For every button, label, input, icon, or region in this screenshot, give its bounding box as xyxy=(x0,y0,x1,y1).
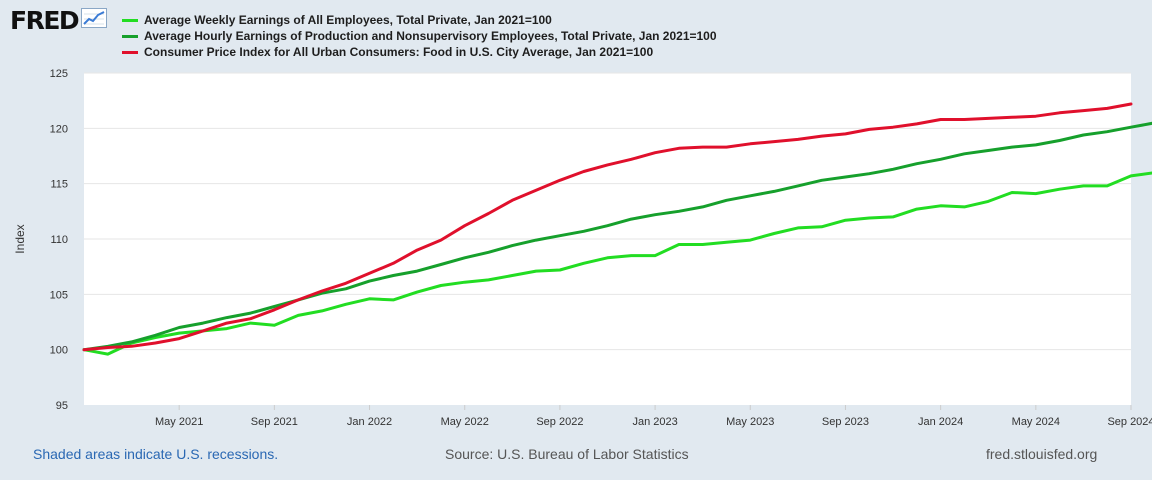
y-tick-label: 115 xyxy=(50,179,68,191)
x-tick-label: Jan 2022 xyxy=(347,416,392,428)
legend-item[interactable]: Average Weekly Earnings of All Employees… xyxy=(122,12,717,28)
x-tick-label: Sep 2024 xyxy=(1107,416,1152,428)
recession-note: Shaded areas indicate U.S. recessions. xyxy=(33,446,279,462)
legend-swatch xyxy=(122,18,138,22)
source-note: Source: U.S. Bureau of Labor Statistics xyxy=(445,446,689,462)
y-tick-label: 120 xyxy=(50,123,68,135)
series-line-2 xyxy=(82,121,1152,352)
fred-logo[interactable]: FRED xyxy=(10,6,108,35)
y-tick-label: 110 xyxy=(50,234,68,246)
legend-item[interactable]: Consumer Price Index for All Urban Consu… xyxy=(122,44,717,60)
legend-label: Average Weekly Earnings of All Employees… xyxy=(144,13,552,27)
y-axis-label: Index xyxy=(13,224,27,253)
y-tick-label: 95 xyxy=(56,400,68,412)
x-tick-label: May 2023 xyxy=(726,416,774,428)
legend-label: Average Hourly Earnings of Production an… xyxy=(144,29,717,43)
legend-item[interactable]: Average Hourly Earnings of Production an… xyxy=(122,28,717,44)
y-tick-label: 100 xyxy=(50,345,68,357)
legend-label: Consumer Price Index for All Urban Consu… xyxy=(144,45,654,59)
y-tick-label: 105 xyxy=(50,289,68,301)
x-tick-label: May 2021 xyxy=(155,416,203,428)
legend-swatch xyxy=(122,50,138,54)
x-tick-label: Jan 2023 xyxy=(632,416,677,428)
x-tick-label: May 2024 xyxy=(1012,416,1060,428)
chart-legend: Average Weekly Earnings of All Employees… xyxy=(122,12,717,60)
x-tick-label: Sep 2023 xyxy=(822,416,869,428)
x-tick-label: Sep 2022 xyxy=(536,416,583,428)
series-line-1 xyxy=(82,171,1152,356)
fred-logo-text: FRED xyxy=(10,6,80,35)
fred-chart-icon xyxy=(81,8,108,33)
x-tick-label: May 2022 xyxy=(441,416,489,428)
x-tick-label: Sep 2021 xyxy=(251,416,298,428)
series-line-3 xyxy=(82,102,1133,352)
y-tick-label: 125 xyxy=(50,68,68,80)
site-link[interactable]: fred.stlouisfed.org xyxy=(986,446,1098,462)
legend-swatch xyxy=(122,34,138,38)
chart-svg: 95 100 105 110 115 120 125 Index May 2021 Sep 202… xyxy=(13,68,1152,428)
x-tick-label: Jan 2024 xyxy=(918,416,963,428)
